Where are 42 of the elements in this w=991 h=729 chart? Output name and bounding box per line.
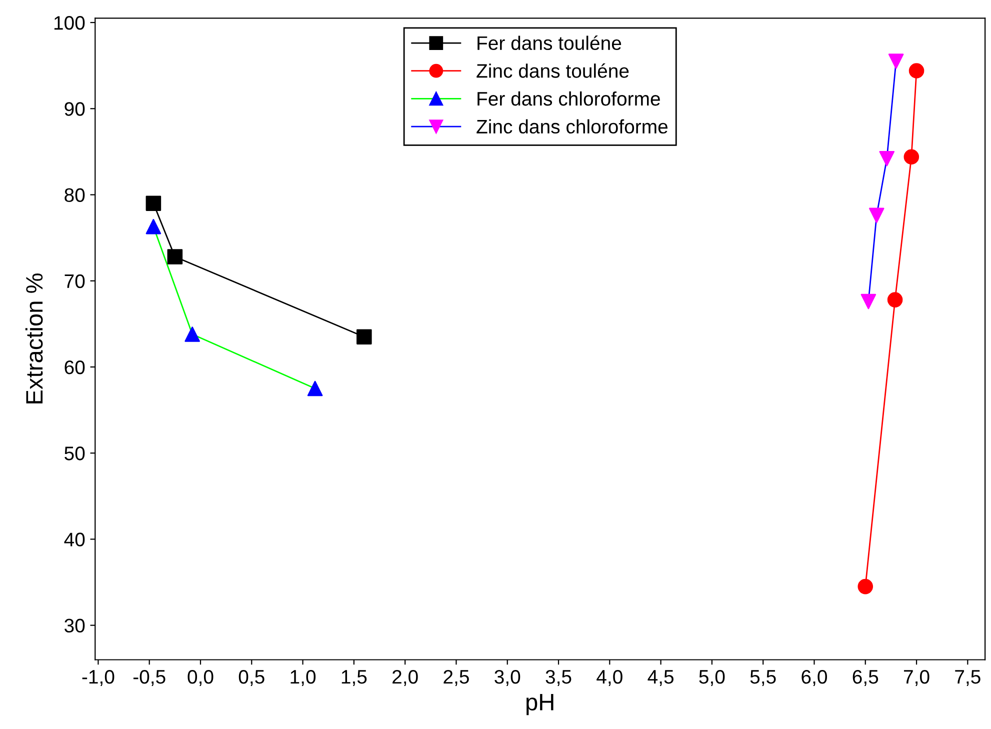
x-tick-label: 1,0 <box>290 670 316 686</box>
x-tick-label: 5,5 <box>750 670 776 686</box>
x-axis-title: pH <box>526 694 554 716</box>
legend-label: Zinc dans chloroforme <box>476 119 668 134</box>
point <box>184 326 200 342</box>
x-tick-label: 7,0 <box>904 670 930 686</box>
x-tick-label: 1,5 <box>342 670 367 686</box>
x-tick-label: 3,0 <box>494 670 520 686</box>
point <box>167 249 183 264</box>
y-tick-label: 80 <box>64 188 85 202</box>
x-tick-label: 4,0 <box>596 670 622 686</box>
point <box>356 329 372 344</box>
x-tick-label: -0,5 <box>133 670 166 686</box>
point <box>888 54 904 69</box>
x-tick-label: 4,5 <box>648 670 674 686</box>
y-tick-label: 90 <box>64 102 85 116</box>
x-tick-label: 6,5 <box>852 670 878 686</box>
legend-label: Fer dans chloroforme <box>478 91 660 106</box>
legend-label: Zinc dans touléne <box>476 63 629 78</box>
x-tick-label: 7,5 <box>955 670 980 686</box>
x-tick-label: -1,0 <box>82 670 114 686</box>
y-axis-title: Extraction % <box>25 274 43 404</box>
x-tick-label: 3,5 <box>546 670 572 686</box>
x-tick-label: 2,5 <box>444 670 469 686</box>
x-tick-label: 5,0 <box>699 670 725 686</box>
y-tick-label: 50 <box>64 446 85 460</box>
point <box>868 208 884 224</box>
point <box>879 150 894 166</box>
point <box>860 294 876 310</box>
y-tick-label: 70 <box>64 274 85 288</box>
point <box>146 196 162 211</box>
y-tick-label: 60 <box>64 360 85 374</box>
y-tick-label: 40 <box>64 532 85 546</box>
x-tick-label: 6,0 <box>802 670 827 686</box>
y-tick-label: 100 <box>54 16 85 30</box>
point <box>307 380 323 396</box>
legend-label: Fer dans touléne <box>478 35 622 50</box>
x-tick-label: 0,0 <box>188 670 214 686</box>
x-tick-label: 0,5 <box>238 670 264 686</box>
y-tick-label: 30 <box>64 618 85 633</box>
x-tick-label: 2,0 <box>392 670 418 686</box>
point <box>146 218 162 234</box>
